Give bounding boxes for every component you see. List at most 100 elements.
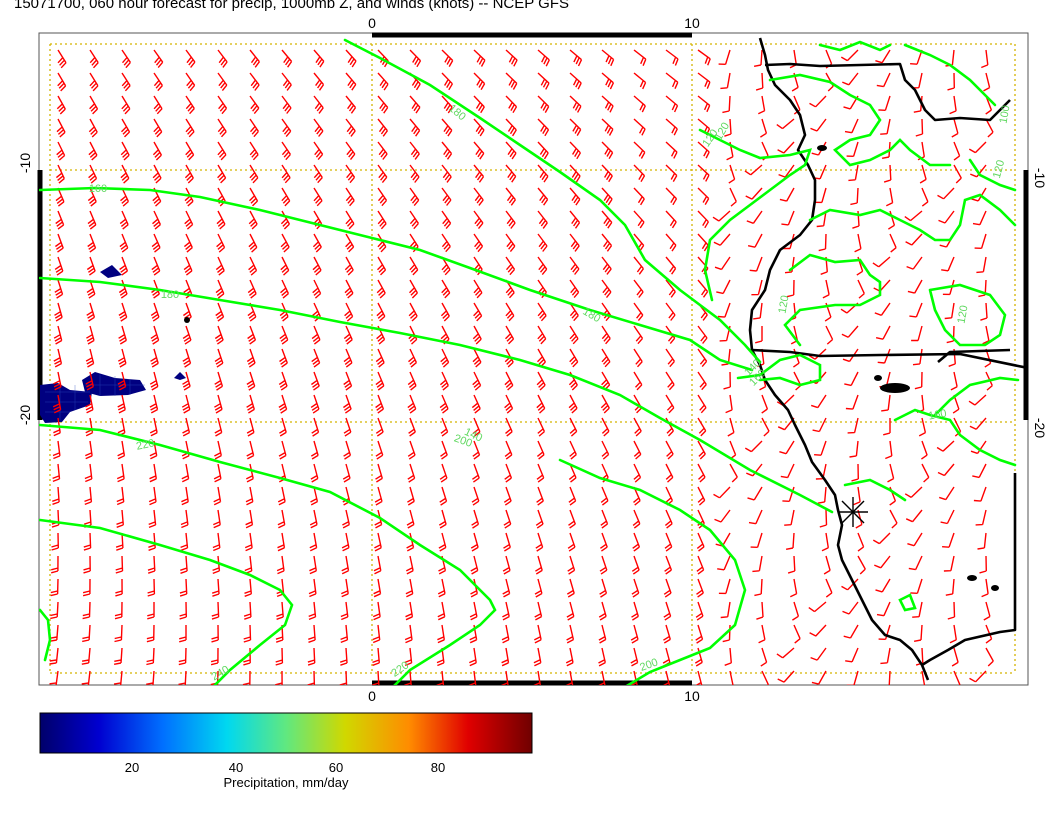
wind-barb [663,624,671,644]
wind-barb [279,417,287,437]
wind-barb [883,418,891,436]
wind-barb [500,670,509,685]
wind-barb [633,187,645,206]
wind-barb [118,279,128,299]
wind-barb [117,417,126,437]
wind-barb [569,302,579,322]
wind-barb [808,348,827,360]
wind-barb [54,233,64,253]
wind-barb [376,302,386,322]
wind-barb [119,256,129,276]
wind-barb [812,417,827,433]
wind-barb [537,95,550,113]
wind-barb [533,647,542,667]
wind-barb [473,95,485,114]
wind-barb [342,394,352,414]
wind-barb [313,72,325,91]
wind-barb [405,578,414,598]
wind-barb [473,210,484,230]
wind-barb [982,325,990,345]
wind-barb [345,49,357,68]
wind-barb [214,325,224,345]
wind-barb [949,624,957,644]
wind-barb [505,95,518,114]
wind-barb [437,601,446,621]
contour-label: 240 [210,664,232,684]
wind-barb [569,348,579,368]
wind-barb [751,279,763,296]
wind-barb [503,532,511,552]
contour-label: 180 [161,289,179,301]
contour-label: 200 [452,432,473,450]
wind-barb [118,302,128,322]
wind-barb [598,624,607,644]
wind-barb [968,141,987,154]
wind-barb [536,486,544,506]
wind-barb [665,394,675,414]
wind-barb [974,233,987,249]
wind-barb [57,49,67,69]
wind-barb [441,233,451,253]
wind-barb [665,164,678,182]
wind-barb [249,164,259,184]
wind-barb [665,463,674,483]
wind-barb [697,233,709,252]
wind-barb [217,118,227,138]
wind-barb [905,233,923,246]
wind-barb [921,463,930,483]
wind-barb [697,440,706,460]
wind-barb [438,509,447,529]
wind-barb [872,532,891,545]
wind-barb [921,187,929,207]
wind-barb [857,279,865,299]
wind-barb [83,509,92,528]
wind-barb [749,256,763,272]
wind-barb [567,532,576,552]
wind-barb [149,463,157,483]
wind-barb [727,417,735,437]
wind-barb [665,233,677,252]
wind-barb [697,348,708,368]
wind-barb [722,95,731,114]
wind-barb [409,49,422,68]
wind-barb [793,624,801,644]
wind-barb [842,601,859,615]
wind-barb [404,647,413,667]
wind-barb [211,624,219,643]
wind-barb [633,95,646,113]
wind-barb [566,601,575,621]
wind-barb [441,279,451,299]
wind-barb [248,210,258,230]
wind-barb [937,187,955,200]
wind-barb [876,72,891,88]
wind-barb [213,509,221,529]
wind-barb [697,49,711,66]
wind-barb [215,279,225,299]
wind-barb [601,95,614,113]
wind-barb [472,371,482,391]
wind-barb [633,49,647,66]
wind-barb [408,348,418,368]
wind-barb [664,532,673,552]
wind-barb [953,164,962,184]
wind-barb [821,532,829,552]
wind-barb [308,624,316,643]
wind-barb [313,49,325,68]
wind-barb [761,670,769,685]
wind-barb [779,187,795,202]
wind-barb [184,164,194,184]
wind-barb [505,49,518,67]
wind-barb [720,72,731,90]
wind-barb [345,141,356,161]
wind-barb [784,509,795,526]
wind-barb [907,532,923,547]
wind-barb [502,601,510,621]
wind-barb [565,647,574,667]
wind-barb [178,647,187,666]
wind-barb [632,509,641,529]
wind-barb [375,348,385,368]
wind-barb [937,463,955,477]
wind-barb [875,325,891,340]
wind-barb [375,371,385,391]
